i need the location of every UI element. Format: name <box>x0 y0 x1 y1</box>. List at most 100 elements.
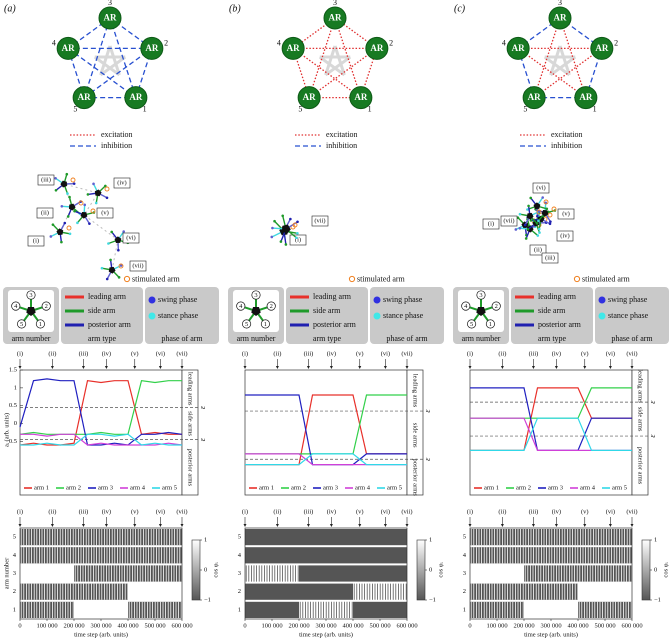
event-label: (iv) <box>327 508 336 515</box>
y-tick-label: 1 <box>463 606 466 613</box>
x-tick-label: 0 <box>468 622 471 629</box>
event-label: (iii) <box>529 508 539 515</box>
stimulated-arm-marker <box>66 225 72 231</box>
event-label: (i) <box>467 508 473 515</box>
stimulated-arm-marker <box>292 222 298 228</box>
event-label: (iii) <box>304 508 314 515</box>
y-tick-label: 2 <box>463 588 466 595</box>
node-name: AR <box>303 92 316 102</box>
snapshot-label-box <box>96 207 114 219</box>
event-arrowhead <box>158 524 162 527</box>
panel-label: (c) <box>454 3 466 14</box>
x-tick-label: 400 000 <box>567 622 588 629</box>
legend-label: arm 2 <box>516 484 531 491</box>
x-tick-label: 600 000 <box>171 622 192 629</box>
node-number: 5 <box>73 105 77 114</box>
arm-number-circle <box>26 290 36 300</box>
x-tick-label: 100 000 <box>486 622 507 629</box>
stimulated-arm-marker <box>348 275 356 283</box>
snapshot-label-box <box>289 234 307 246</box>
event-label: (iii) <box>79 350 89 357</box>
y-tick-label: 0 <box>14 420 17 427</box>
node-name: AR <box>579 92 592 102</box>
network-edge <box>83 47 153 99</box>
y-tick-label: 0.5 <box>9 402 17 409</box>
network-node <box>72 86 96 110</box>
robot-body <box>281 224 291 234</box>
snapshot-label-box <box>129 260 147 272</box>
stimulated-arm-label: stimulated arm <box>132 274 181 283</box>
node-number: 3 <box>333 0 337 7</box>
event-label: (ii) <box>48 350 56 357</box>
phase-segment <box>20 565 74 582</box>
event-arrowhead <box>275 524 279 527</box>
legend-title: arm type <box>88 334 117 343</box>
event-label: (ii) <box>48 508 56 515</box>
robot-arm-tip <box>68 232 72 236</box>
snapshot-label-box <box>556 230 574 242</box>
arm-number-circle <box>236 301 246 311</box>
node-name: AR <box>145 43 158 53</box>
arm-number: 4 <box>464 303 468 310</box>
event-label: (ii) <box>273 350 281 357</box>
threshold-label: ε <box>423 457 432 461</box>
snapshot-label-box <box>36 207 54 219</box>
legend-label: side arm <box>538 306 566 315</box>
legend-label: swing phase <box>608 295 648 304</box>
event-arrowhead <box>608 366 612 369</box>
stimulated-arm-marker <box>543 199 549 205</box>
legend-label: stance phase <box>608 311 649 320</box>
event-arrowhead <box>243 366 247 369</box>
y-tick-label: 4 <box>13 552 17 559</box>
series-line <box>20 433 182 446</box>
snapshot-label-box <box>529 244 547 256</box>
legend-label: posterior arm <box>538 320 582 329</box>
event-arrowhead <box>630 524 634 527</box>
robot-arm-tip <box>49 235 53 238</box>
colorbar-label: cos φᵢ <box>437 562 444 578</box>
series-line <box>19 380 182 435</box>
snapshot-label: (iii) <box>41 176 51 183</box>
node-name: AR <box>287 43 300 53</box>
robot-body <box>533 202 541 209</box>
event-arrowhead <box>275 366 279 369</box>
x-tick-label: 600 000 <box>621 622 642 629</box>
robot-arm-tip <box>537 219 540 223</box>
robot-arm-tip <box>537 210 541 213</box>
node-name: AR <box>370 43 383 53</box>
y-tick-label: 5 <box>238 534 241 541</box>
network-node <box>506 36 530 60</box>
robot-body <box>56 228 64 236</box>
snapshot-label-box <box>557 208 575 220</box>
legend-label: posterior arm <box>88 320 132 329</box>
robot-arm-tip <box>76 221 79 225</box>
robot-arm-tip <box>92 182 95 186</box>
stimulated-arm-marker <box>573 275 581 283</box>
robot-arm-tip <box>73 209 76 213</box>
robot-body <box>108 266 116 274</box>
event-label: (iii) <box>79 508 89 515</box>
node-number: 3 <box>108 0 112 7</box>
x-axis-label: time step (arb. units) <box>74 631 128 638</box>
arm-number-circle <box>41 301 51 311</box>
legend-label: leading arm <box>88 292 127 301</box>
colorbar <box>191 539 201 601</box>
x-tick-label: 600 000 <box>396 622 417 629</box>
arm-number: 3 <box>479 292 482 299</box>
legend-marker <box>148 312 156 320</box>
network-bg <box>318 55 346 77</box>
robot-arm-tip <box>281 214 285 218</box>
event-label: (iv) <box>102 350 111 357</box>
robot-body <box>526 212 534 220</box>
robot-arm-tip <box>107 242 110 245</box>
network-node <box>297 86 321 110</box>
arm-number-circle <box>260 319 270 329</box>
network-bg <box>99 55 127 77</box>
robot-arm-tip <box>105 196 109 200</box>
snapshot-label: (vi) <box>536 184 545 191</box>
network-edge <box>308 17 336 98</box>
robot-arm-tip <box>271 226 274 230</box>
event-arrowhead <box>306 524 310 527</box>
arm-number-circle <box>476 290 486 300</box>
